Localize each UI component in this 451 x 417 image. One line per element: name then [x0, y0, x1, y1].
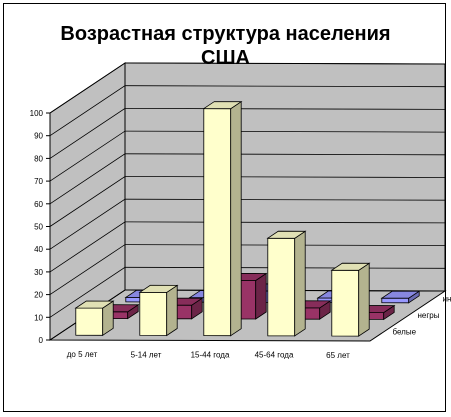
y-tick-label: 80	[34, 154, 43, 163]
y-tick-label: 10	[34, 313, 43, 322]
bar-top-face	[330, 262, 371, 271]
chart-bars	[74, 100, 421, 337]
gridline	[49, 62, 446, 114]
bar-side-face	[294, 230, 306, 337]
bar	[138, 284, 179, 337]
series-label: белые	[393, 328, 417, 337]
y-tick-label: 30	[34, 268, 43, 277]
bar-top-face	[266, 230, 307, 239]
x-tick-label: 65 лет	[326, 351, 350, 360]
bar-front-face	[139, 291, 168, 336]
y-tick-label: 70	[34, 177, 43, 186]
bar-side-face	[255, 272, 267, 320]
y-tick-label: 100	[30, 109, 44, 118]
x-tick-label: до 5 лет	[67, 350, 98, 359]
bar	[202, 100, 243, 337]
bar	[74, 300, 115, 337]
bar	[266, 230, 307, 337]
x-tick-label: 5-14 лет	[131, 350, 162, 359]
y-tick-label: 90	[34, 132, 43, 141]
chart-title-line-1: Возрастная структура населения	[60, 23, 391, 45]
gridline	[49, 176, 446, 227]
gridline	[49, 85, 446, 137]
gridline	[49, 198, 446, 250]
gridline	[49, 221, 446, 273]
chart-title-line-2: США	[201, 47, 250, 69]
y-tick-label: 0	[39, 336, 44, 345]
series-axis-labels: белыенегрыиндейцы	[393, 294, 451, 336]
x-tick-label: 45-64 года	[255, 351, 294, 360]
y-tick-label: 40	[34, 245, 43, 254]
bar	[330, 262, 371, 337]
series-label: негры	[418, 311, 440, 320]
chart-title: Возрастная структура населения США	[0, 22, 451, 70]
bar-front-face	[331, 269, 360, 337]
bar	[380, 290, 421, 304]
bar-top-face	[74, 300, 115, 309]
bar-front-face	[203, 108, 232, 337]
series-label: индейцы	[443, 294, 451, 303]
chart-gridlines	[46, 62, 446, 341]
gridline	[49, 130, 446, 182]
x-axis-tick-labels: до 5 лет 5-14 лет 15-44 года 45-64 года 65 л…	[67, 350, 350, 360]
bar-top-face	[202, 101, 243, 110]
gridline	[49, 153, 446, 205]
bar-side-face	[166, 284, 178, 337]
y-tick-label: 60	[34, 200, 43, 209]
x-tick-label: 15-44 года	[191, 351, 230, 360]
bar-top-face	[138, 284, 179, 293]
bar-side-face	[358, 262, 370, 337]
gridline	[49, 244, 446, 295]
y-axis-tick-labels: 0 10 20 30 40 50 60 70 80 90 100	[30, 109, 44, 345]
bar-front-face	[267, 237, 296, 337]
y-tick-label: 20	[34, 291, 43, 300]
bar-top-face	[380, 290, 421, 299]
bar-side-face	[230, 100, 242, 337]
gridline	[49, 107, 446, 159]
bar-front-face	[75, 307, 104, 336]
bar-front-face	[381, 297, 410, 304]
y-tick-label: 50	[34, 223, 43, 232]
